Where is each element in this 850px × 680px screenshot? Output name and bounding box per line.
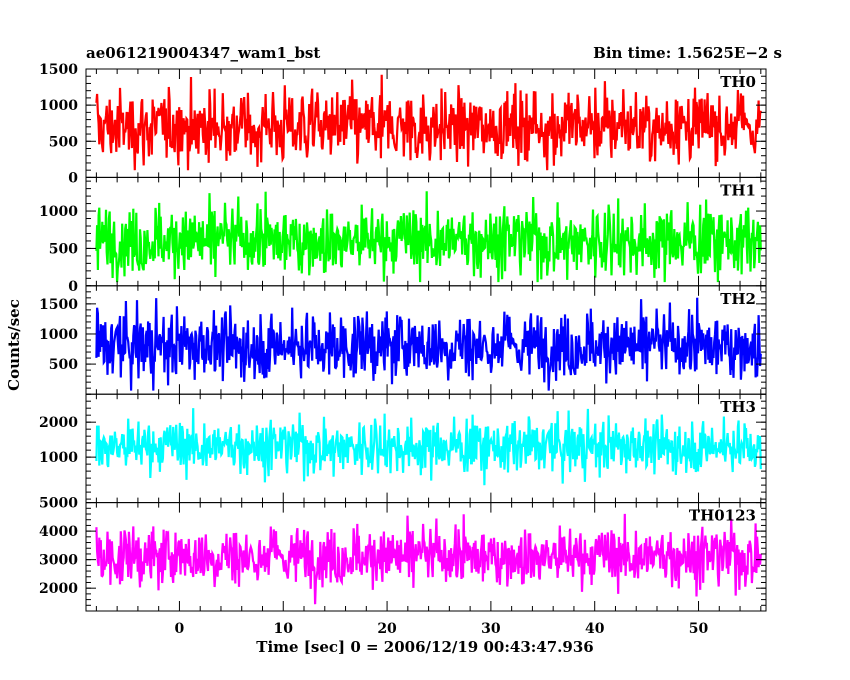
y-tick-label: 1000	[39, 98, 78, 114]
y-tick-label: 1500	[39, 297, 78, 313]
y-tick-label: 1000	[39, 450, 78, 466]
y-tick-label: 4000	[39, 524, 78, 540]
plot-title: ae061219004347_wam1_bst	[86, 44, 321, 62]
x-tick-label: 20	[377, 621, 397, 637]
y-tick-label: 1500	[39, 62, 78, 78]
panel-label-th0: TH0	[720, 73, 756, 91]
y-tick-label: 1000	[39, 204, 78, 220]
panel-frame-th0123	[85, 502, 767, 612]
panel-label-th1: TH1	[720, 181, 756, 199]
x-tick-label: 50	[689, 621, 709, 637]
y-tick-label: 1000	[39, 327, 78, 343]
x-tick-label: 30	[481, 621, 501, 637]
y-tick-label: 2000	[39, 415, 78, 431]
bin-time-label: Bin time: 1.5625E−2 s	[593, 44, 782, 62]
series-line-th2	[95, 297, 762, 391]
y-tick-label: 0	[68, 170, 78, 186]
series-line-th3	[95, 408, 762, 486]
x-axis-label: Time [sec] 0 = 2006/12/19 00:43:47.936	[256, 638, 594, 656]
panel-label-th0123: TH0123	[689, 507, 756, 525]
y-tick-label: 3000	[39, 553, 78, 569]
y-tick-label: 500	[49, 134, 78, 150]
y-axis-label: Counts/sec	[5, 299, 23, 391]
series-line-th0	[95, 74, 762, 171]
series-line-th0123	[95, 513, 762, 605]
series-line-th1	[95, 191, 762, 283]
panel-label-th2: TH2	[720, 290, 756, 308]
x-tick-label: 0	[175, 621, 185, 637]
y-tick-label: 0	[68, 279, 78, 295]
panel-label-th3: TH3	[720, 398, 756, 416]
x-tick-label: 10	[274, 621, 294, 637]
y-tick-label: 500	[49, 241, 78, 257]
y-tick-label: 2000	[39, 581, 78, 597]
x-tick-label: 40	[585, 621, 605, 637]
y-tick-label: 5000	[39, 496, 78, 512]
y-tick-label: 500	[49, 357, 78, 373]
